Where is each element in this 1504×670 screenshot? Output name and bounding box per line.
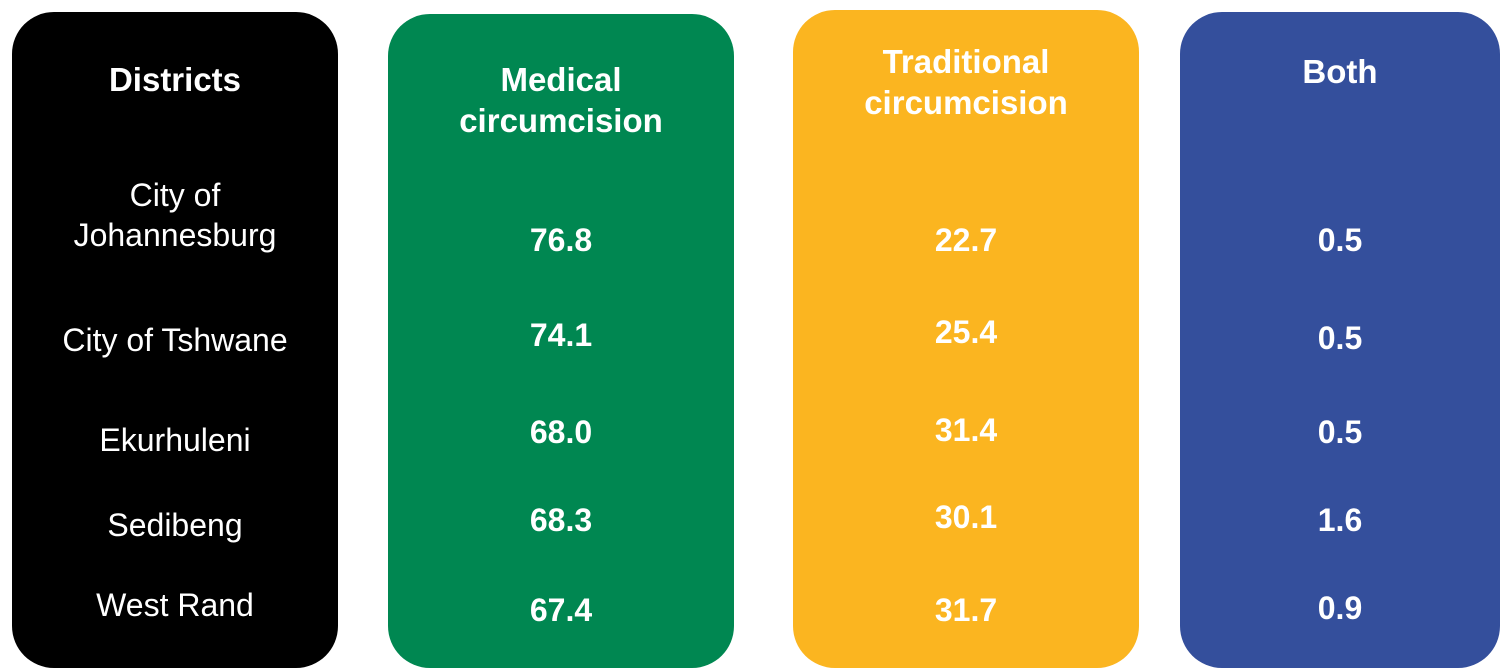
cell-value-cell: 30.1 bbox=[793, 472, 1139, 562]
cell-value-cell: 31.7 bbox=[793, 565, 1139, 655]
cell-value: 68.3 bbox=[529, 502, 593, 538]
cell-value: 25.4 bbox=[934, 314, 998, 350]
cell-value: 31.7 bbox=[934, 592, 998, 628]
district-name: West Rand bbox=[96, 587, 254, 623]
cell-value: 1.6 bbox=[1317, 502, 1363, 538]
cell-value-cell: 22.7 bbox=[793, 195, 1139, 285]
cell-value: 0.5 bbox=[1317, 222, 1363, 258]
cell-value: 74.1 bbox=[529, 317, 593, 353]
cell-value: 68.0 bbox=[529, 414, 593, 450]
district-name: Ekurhuleni bbox=[99, 422, 251, 458]
column: Medical circumcision 76.8 74.1 68.0 68.3 67.4 bbox=[388, 14, 734, 668]
cell-value-cell: 76.8 bbox=[388, 195, 734, 285]
district-name-cell: City of Johannesburg bbox=[12, 170, 338, 260]
cell-value: 0.5 bbox=[1317, 320, 1363, 356]
column-header-cell: Medical circumcision bbox=[388, 50, 734, 150]
cell-value: 67.4 bbox=[529, 592, 593, 628]
column-header-cell: Both bbox=[1180, 22, 1500, 122]
district-name-cell: City of Tshwane bbox=[12, 295, 338, 385]
cell-value-cell: 0.9 bbox=[1180, 563, 1500, 653]
district-name: City of Tshwane bbox=[62, 322, 288, 358]
cell-value: 30.1 bbox=[934, 499, 998, 535]
column: Both 0.5 0.5 0.5 1.6 0.9 bbox=[1180, 12, 1500, 668]
cell-value: 31.4 bbox=[934, 412, 998, 448]
cell-value-cell: 25.4 bbox=[793, 287, 1139, 377]
cell-value-cell: 68.3 bbox=[388, 475, 734, 565]
district-name-cell: West Rand bbox=[12, 560, 338, 650]
cell-value: 0.5 bbox=[1317, 414, 1363, 450]
column-header: Districts bbox=[108, 61, 242, 99]
column-header-cell: Traditional circumcision bbox=[793, 32, 1139, 132]
cell-value-cell: 0.5 bbox=[1180, 293, 1500, 383]
district-name-cell: Sedibeng bbox=[12, 480, 338, 570]
column-header-cell: Districts bbox=[12, 30, 338, 130]
cell-value-cell: 68.0 bbox=[388, 387, 734, 477]
column: Traditional circumcision 22.7 25.4 31.4 30.1… bbox=[793, 10, 1139, 668]
cell-value-cell: 0.5 bbox=[1180, 195, 1500, 285]
cell-value: 22.7 bbox=[934, 222, 998, 258]
column-header: Traditional circumcision bbox=[864, 42, 1068, 121]
column-header: Medical circumcision bbox=[459, 60, 663, 139]
district-name: Sedibeng bbox=[107, 507, 243, 543]
column: Districts City of Johannesburg City of Tsh… bbox=[12, 12, 338, 668]
cell-value: 0.9 bbox=[1317, 590, 1363, 626]
cell-value-cell: 67.4 bbox=[388, 565, 734, 655]
cell-value-cell: 1.6 bbox=[1180, 475, 1500, 565]
column-header: Both bbox=[1302, 53, 1378, 91]
cell-value-cell: 0.5 bbox=[1180, 387, 1500, 477]
district-name: City of Johannesburg bbox=[73, 177, 277, 253]
cell-value-cell: 31.4 bbox=[793, 385, 1139, 475]
cell-value: 76.8 bbox=[529, 222, 593, 258]
district-name-cell: Ekurhuleni bbox=[12, 395, 338, 485]
cell-value-cell: 74.1 bbox=[388, 290, 734, 380]
